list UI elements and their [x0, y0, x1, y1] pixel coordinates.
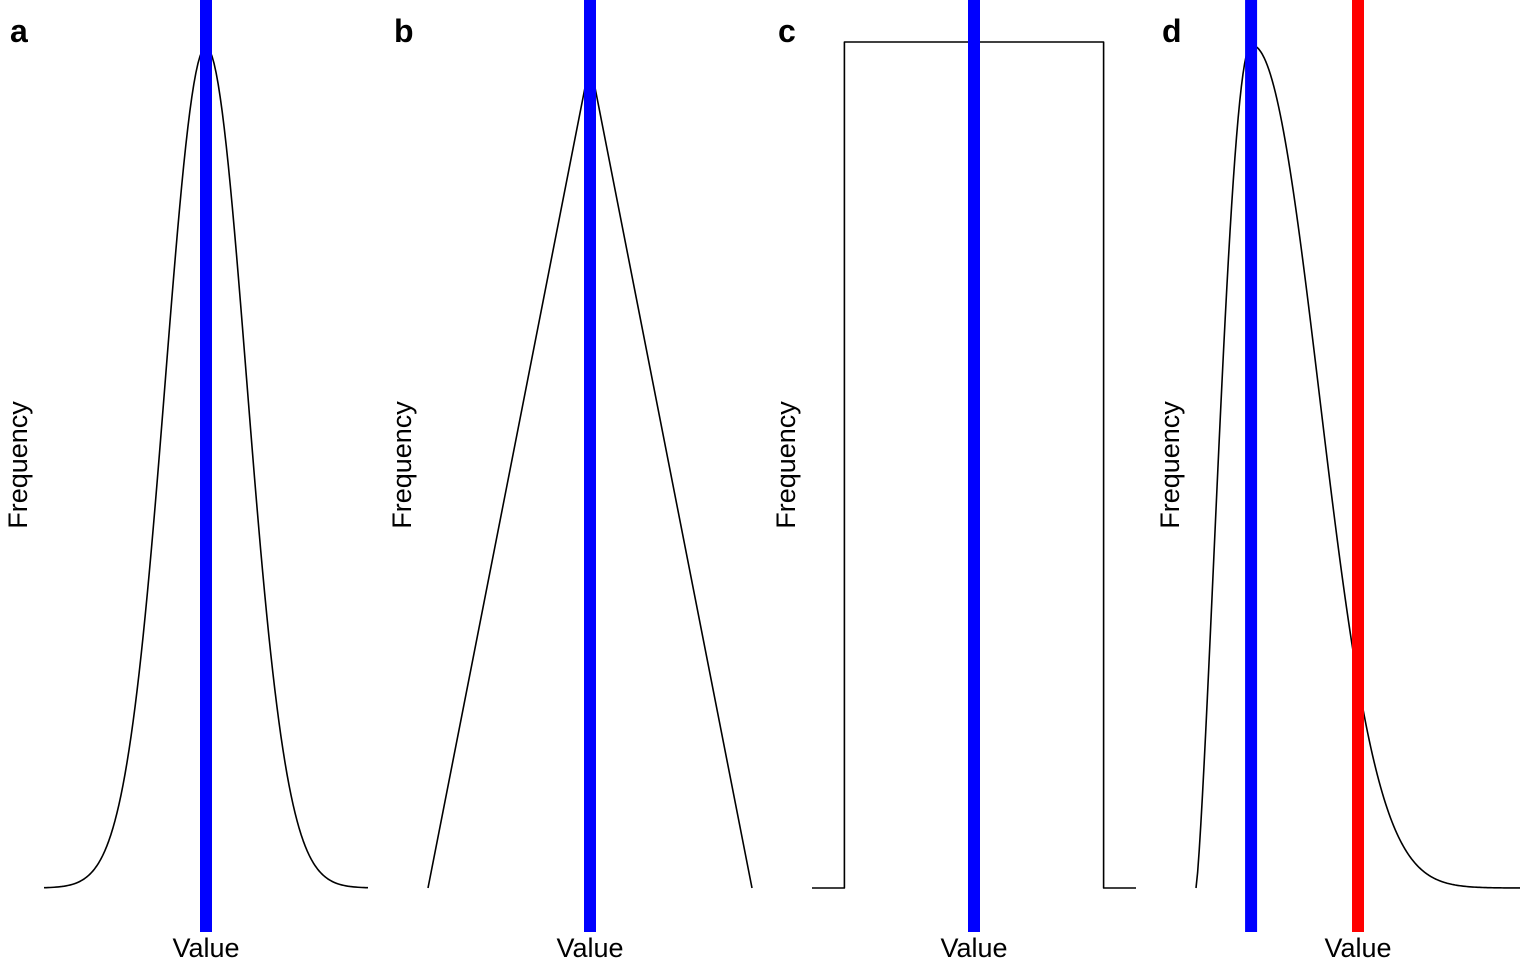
panel-c-reference-lines [968, 0, 980, 932]
panel-b-letter: b [394, 13, 414, 49]
panel-c-letter: c [778, 13, 796, 49]
panel-b-vline-blue [584, 0, 596, 932]
panel-b: b Frequency Value [387, 0, 753, 960]
panel-b-xlabel: Value [556, 933, 623, 960]
panel-c-ylabel: Frequency [771, 401, 801, 529]
panel-b-reference-lines [584, 0, 596, 932]
panel-d-xlabel: Value [1324, 933, 1391, 960]
panel-a: a Frequency Value [3, 0, 369, 960]
panel-c-vline-blue [968, 0, 980, 932]
panel-b-ylabel: Frequency [387, 401, 417, 529]
panel-a-ylabel: Frequency [3, 401, 33, 529]
panel-d-ylabel: Frequency [1155, 401, 1185, 529]
panel-d: d Frequency Value [1155, 0, 1521, 960]
panel-a-reference-lines [200, 0, 212, 932]
panel-a-xlabel: Value [172, 933, 239, 960]
panel-d-letter: d [1162, 13, 1182, 49]
panel-a-letter: a [10, 13, 28, 49]
panel-a-vline-blue [200, 0, 212, 932]
panel-c: c Frequency Value [771, 0, 1136, 960]
panel-d-vline-blue [1245, 0, 1258, 932]
panel-d-vline-red [1352, 0, 1364, 932]
panel-d-reference-lines [1245, 0, 1364, 932]
panel-c-xlabel: Value [940, 933, 1007, 960]
